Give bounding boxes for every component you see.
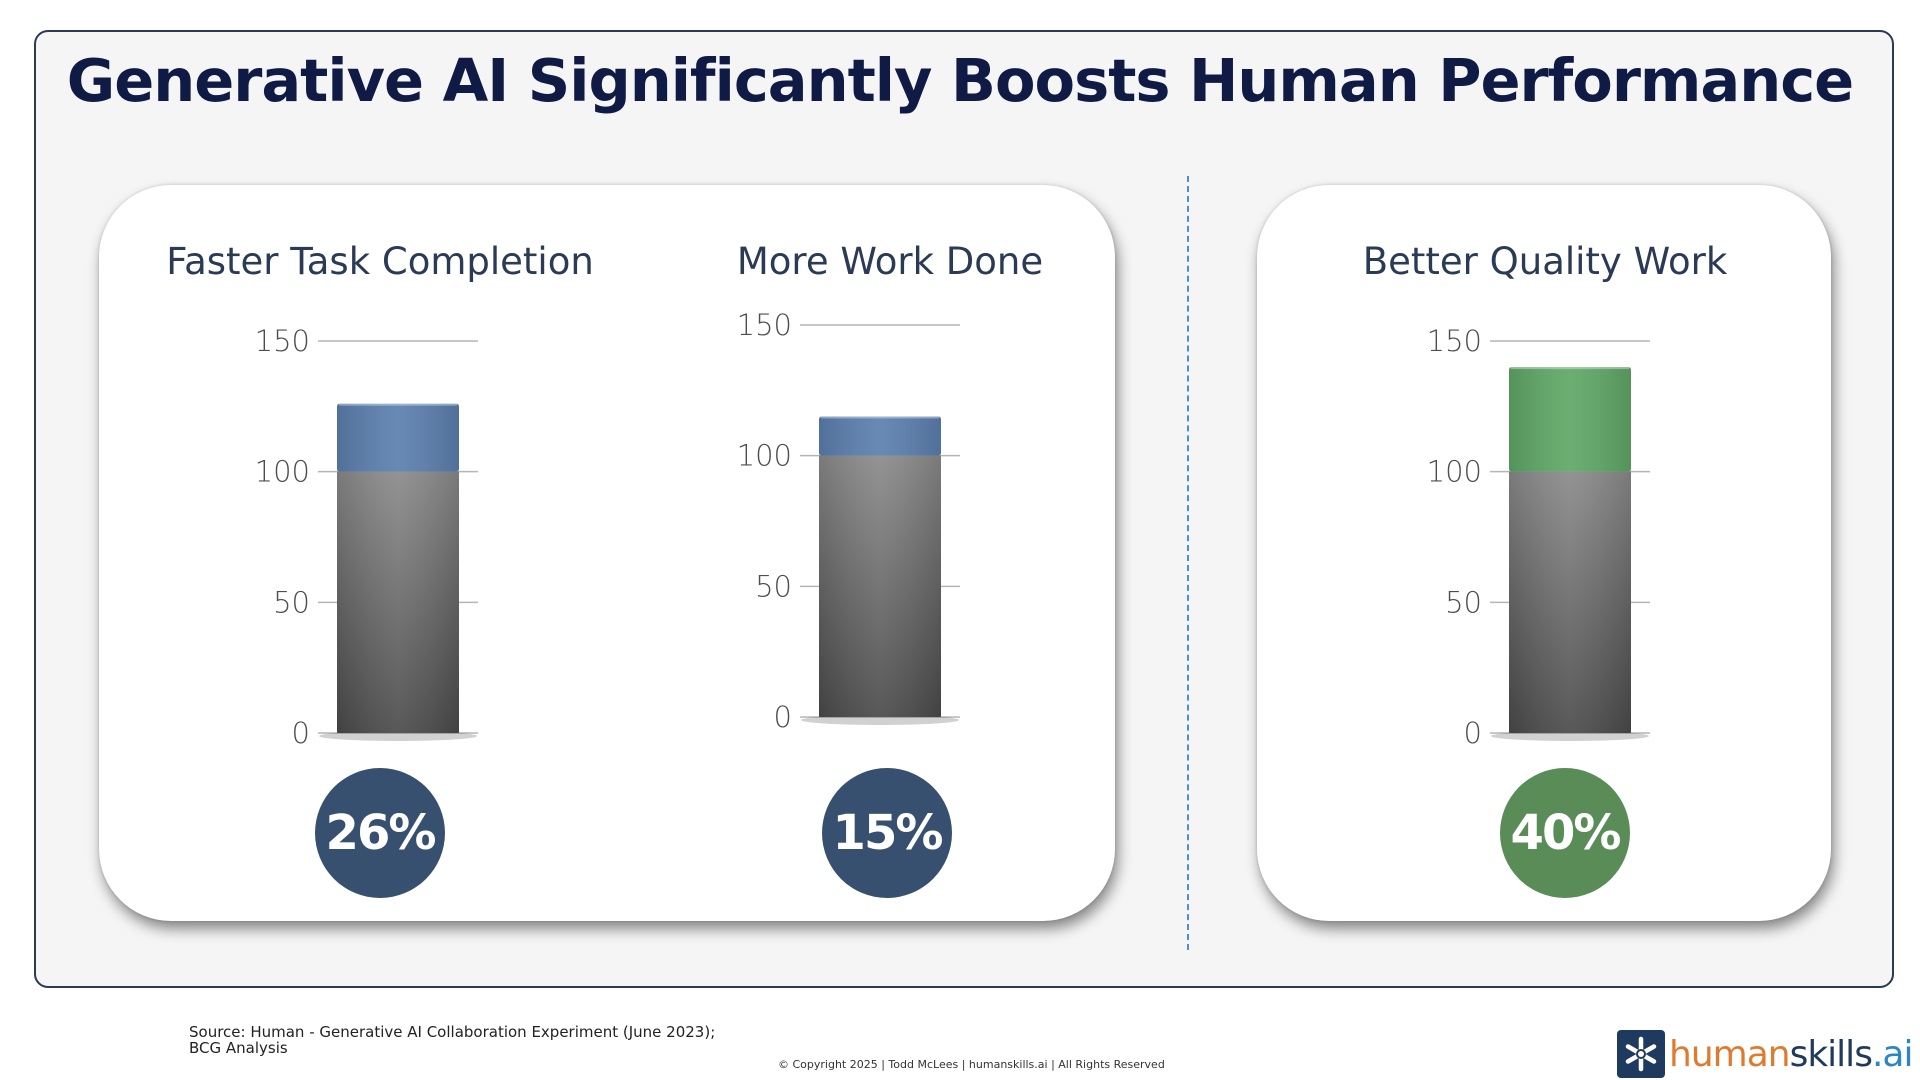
bar-increase-shading — [337, 403, 459, 472]
y-tick-label-0: 0 — [292, 716, 310, 750]
y-tick-label-100: 100 — [1427, 455, 1482, 489]
y-tick-label-100: 100 — [255, 455, 310, 489]
page-title: Generative AI Significantly Boosts Human… — [66, 46, 1854, 115]
asterisk-icon — [1617, 1030, 1665, 1078]
chart-title-faster-task-completion: Faster Task Completion — [166, 240, 594, 283]
logo-part-human: human — [1669, 1033, 1791, 1075]
source-line-1: Source: Human - Generative AI Collaborat… — [189, 1023, 716, 1041]
y-tick-label-0: 0 — [1464, 716, 1482, 750]
badge-more-work-done: 15% — [822, 768, 952, 898]
bar-baseline-shading — [819, 455, 941, 717]
bar-baseline-shading — [337, 471, 459, 733]
y-tick-label-150: 150 — [737, 308, 792, 342]
chart-title-more-work-done: More Work Done — [736, 240, 1044, 283]
copyright-text: © Copyright 2025 | Todd McLees | humansk… — [778, 1058, 1165, 1071]
source-line-2: BCG Analysis — [189, 1039, 288, 1057]
bar-baseline-shading — [1509, 471, 1631, 733]
y-tick-label-150: 150 — [255, 324, 310, 358]
bar-shadow — [801, 715, 959, 725]
y-tick-label-150: 150 — [1427, 324, 1482, 358]
dashed-divider — [1187, 176, 1189, 950]
logo-part-ai: .ai — [1871, 1033, 1914, 1075]
badge-better-quality-work: 40% — [1500, 768, 1630, 898]
logo-wordmark: humanskills.ai — [1669, 1033, 1914, 1075]
bar-increase-shading — [1509, 367, 1631, 472]
y-tick-label-50: 50 — [1445, 585, 1482, 619]
y-tick-label-50: 50 — [273, 585, 310, 619]
badge-faster-task-completion: 26% — [315, 768, 445, 898]
humanskills-logo[interactable]: humanskills.ai — [1617, 1030, 1914, 1078]
source-note: Source: Human - Generative AI Collaborat… — [189, 1024, 749, 1056]
chart-card-left — [99, 185, 1115, 921]
chart-title-better-quality-work: Better Quality Work — [1362, 240, 1728, 283]
bar-shadow — [1491, 731, 1649, 741]
y-tick-label-50: 50 — [755, 569, 792, 603]
bar-shadow — [319, 731, 477, 741]
logo-part-skills: skills — [1789, 1033, 1873, 1075]
y-tick-label-0: 0 — [774, 700, 792, 734]
y-tick-label-100: 100 — [737, 439, 792, 473]
bar-increase-shading — [819, 416, 941, 456]
